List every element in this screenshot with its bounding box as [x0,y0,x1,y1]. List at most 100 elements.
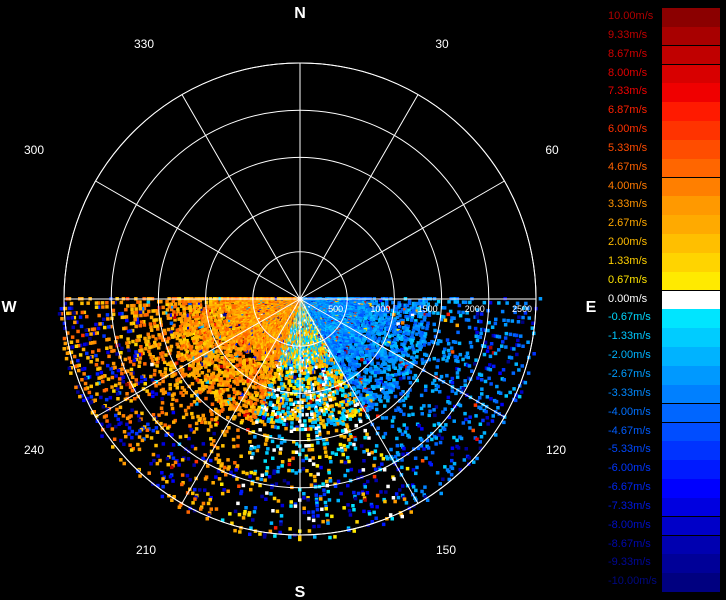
range-gate [241,470,246,475]
range-gate [347,368,352,372]
range-gate [306,510,311,514]
range-gate [258,381,262,385]
range-gate [248,392,252,396]
range-gate [239,409,243,413]
range-gate [347,312,351,316]
range-gate [483,340,488,345]
range-gate [266,395,270,400]
range-gate [421,340,425,344]
range-gate [426,321,430,325]
range-gate [478,396,482,400]
range-gate [327,413,332,417]
range-gate [300,427,305,432]
range-gate [300,404,304,409]
range-gate [300,423,305,427]
range-gate [484,366,489,370]
range-gate [415,324,419,328]
range-gate [345,393,350,398]
range-gate [310,416,315,421]
range-gate [290,417,294,421]
range-gate [367,512,372,516]
range-gate [262,385,267,390]
range-gate [384,319,388,323]
range-gate [276,469,280,474]
range-gate [447,415,452,420]
range-gate [381,457,386,461]
range-gate [296,388,300,392]
range-gate [368,302,372,307]
range-gate [474,414,478,418]
range-gate [308,458,312,462]
range-gate [390,343,395,347]
range-gate [348,433,353,437]
range-gate [441,357,445,361]
range-gate [434,436,438,440]
range-gate [294,392,298,396]
range-gate [311,456,315,460]
range-gate [352,350,357,355]
range-gate [326,407,330,411]
range-gate [419,331,424,335]
range-gate [458,352,463,357]
range-gate [283,393,288,397]
range-gate [397,372,401,376]
range-gate [488,354,493,359]
range-gate [417,330,422,334]
range-gate [253,435,257,439]
range-gate [500,402,504,407]
range-gate [264,377,268,381]
range-gate [289,398,293,402]
range-gate [342,415,346,420]
range-gate [324,408,328,412]
range-gate [292,365,296,369]
range-gate [383,404,387,408]
range-gate [276,425,280,430]
range-gate [209,496,213,500]
range-gate [423,388,428,392]
range-gate [347,397,352,401]
range-gate [363,316,367,321]
range-gate [295,406,300,411]
range-gate [354,423,358,428]
range-gate [458,403,463,408]
range-gate [387,377,391,381]
range-gate [201,501,206,506]
range-gate [259,375,263,379]
range-gate [383,313,387,317]
range-gate [395,305,399,309]
range-gate [358,407,363,412]
range-gate [346,503,350,507]
range-gate [502,420,506,425]
range-gate [233,461,237,465]
range-gate [450,376,455,381]
range-gate [293,504,298,508]
range-gate [334,371,339,375]
range-gate [343,392,347,397]
range-gate [306,427,310,431]
range-gate [279,420,284,424]
range-gate [290,356,294,361]
range-gate [390,373,395,378]
range-gate [346,483,350,488]
range-gate [461,421,466,425]
range-gate [409,341,414,345]
range-gate [512,333,517,337]
range-gate [262,405,267,409]
range-gate [390,312,394,317]
range-gate [274,363,279,367]
range-gate [328,389,332,394]
range-gate [372,386,376,390]
range-gate [373,396,377,400]
range-gate [318,417,322,422]
range-gate [273,412,277,417]
range-gate [311,424,315,429]
range-gate [374,478,378,483]
range-gate [485,395,490,399]
range-gate [321,519,325,524]
range-gate [371,326,375,330]
range-gate [309,404,313,408]
range-gate [324,384,328,388]
range-gate [286,410,290,414]
range-gate [253,471,257,476]
range-gate [424,384,428,389]
